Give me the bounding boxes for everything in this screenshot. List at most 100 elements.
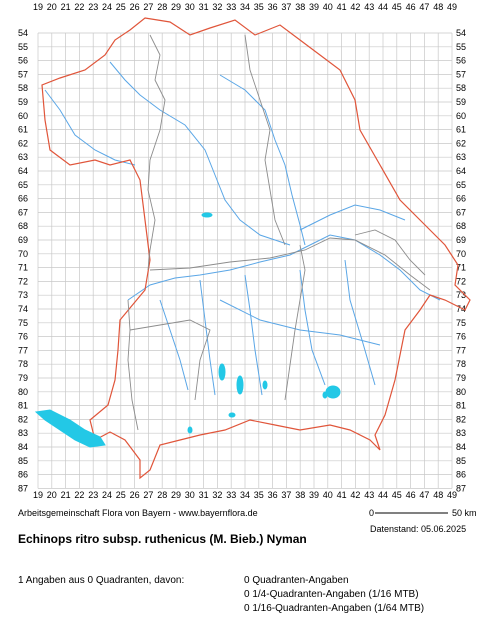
row-labels-left: 54 55 56 57 58 59 60 61 62 63 64 65 66 67 68 69 70 71 72 73… [18,28,28,493]
stats-summary: 1 Angaben aus 0 Quadranten, davon: [18,575,185,586]
column-label: 22 [74,490,84,500]
column-label: 19 [33,2,43,12]
column-label: 24 [102,490,112,500]
river-main [127,234,441,301]
row-label: 81 [18,401,28,411]
row-label: 65 [18,180,28,190]
row-label: 70 [18,249,28,259]
lake-small-1 [228,412,236,418]
column-label: 32 [212,490,222,500]
column-label: 36 [268,2,278,12]
row-label: 56 [18,56,28,66]
column-label: 28 [157,2,167,12]
row-label: 77 [18,345,28,355]
column-label: 34 [240,490,250,500]
row-label: 76 [18,332,28,342]
row-label: 75 [18,318,28,328]
lake-small-2 [262,380,268,390]
row-labels-right: 54 55 56 57 58 59 60 61 62 63 64 65 66 67 68 69 70 71 72 73… [456,28,466,493]
row-label: 68 [18,221,28,231]
column-label: 23 [88,2,98,12]
river-west [44,89,136,166]
row-label: 67 [456,207,466,217]
column-label: 48 [433,2,443,12]
column-label: 46 [406,2,416,12]
row-label: 85 [456,456,466,466]
district-border-1 [147,34,166,271]
stats-quarter: 0 1/4-Quadranten-Angaben (1/16 MTB) [244,589,419,600]
row-label: 68 [456,221,466,231]
row-label: 62 [18,138,28,148]
column-label: 21 [61,490,71,500]
row-label: 69 [456,235,466,245]
column-label: 37 [281,2,291,12]
row-label: 54 [18,28,28,38]
column-label: 28 [157,490,167,500]
column-label: 29 [171,490,181,500]
river-valley [219,299,381,346]
river-south-3 [299,269,326,386]
row-label: 74 [18,304,28,314]
column-label: 43 [364,490,374,500]
column-label: 42 [350,2,360,12]
column-labels-bottom: 19 20 21 22 23 24 25 26 27 28 29 30 31 32 33 34 35 36 37 38… [33,490,457,500]
row-label: 67 [18,207,28,217]
row-label: 76 [456,332,466,342]
column-label: 30 [185,2,195,12]
row-label: 58 [18,83,28,93]
column-label: 36 [268,490,278,500]
rivers [44,61,441,396]
column-label: 42 [350,490,360,500]
column-label: 34 [240,2,250,12]
state-border [41,17,471,480]
row-label: 55 [18,42,28,52]
row-label: 84 [456,442,466,452]
column-label: 33 [226,2,236,12]
row-label: 69 [18,235,28,245]
column-label: 38 [295,490,305,500]
lake-chiemsee [325,385,341,399]
column-label: 33 [226,490,236,500]
column-label: 41 [337,2,347,12]
lake-starnberg [236,375,244,395]
column-labels-top: 19 20 21 22 23 24 25 26 27 28 29 30 31 32 33 34 35 36 37 38… [33,2,457,12]
row-label: 57 [18,69,28,79]
district-border-7 [354,229,426,276]
row-label: 80 [456,387,466,397]
river-northeast [219,74,306,246]
row-label: 77 [456,345,466,355]
row-label: 59 [18,97,28,107]
column-label: 24 [102,2,112,12]
scale-start-label: 0 [369,508,374,518]
row-label: 80 [18,387,28,397]
column-label: 30 [185,490,195,500]
row-label: 60 [456,111,466,121]
row-label: 86 [18,470,28,480]
row-label: 86 [456,470,466,480]
row-label: 71 [456,263,466,273]
column-label: 35 [254,2,264,12]
column-label: 41 [337,490,347,500]
row-label: 87 [456,483,466,493]
column-label: 27 [143,490,153,500]
lake-small-3 [187,426,193,434]
column-label: 43 [364,2,374,12]
row-label: 63 [456,152,466,162]
distribution-map: 19 20 21 22 23 24 25 26 27 28 29 30 31 32 33 34 35 36 37 38… [18,2,477,518]
row-label: 73 [18,290,28,300]
district-border-5 [127,299,139,431]
row-label: 66 [456,194,466,204]
river-south-2 [244,274,263,396]
column-label: 47 [419,2,429,12]
column-label: 20 [47,490,57,500]
row-label: 87 [18,483,28,493]
column-label: 49 [447,2,457,12]
column-label: 45 [392,2,402,12]
column-label: 32 [212,2,222,12]
column-label: 35 [254,490,264,500]
row-label: 58 [456,83,466,93]
row-label: 83 [456,428,466,438]
district-border-2 [149,237,431,291]
column-label: 39 [309,2,319,12]
column-label: 26 [130,490,140,500]
